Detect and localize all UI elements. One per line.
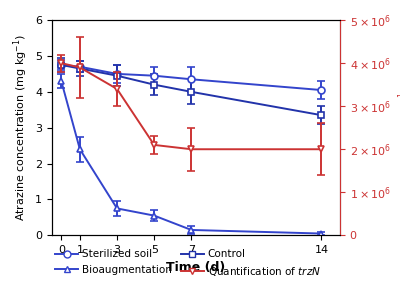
X-axis label: Time (d): Time (d) [166, 261, 226, 274]
Y-axis label: $trzN$ gene copies g$^{-1}$ dry soil: $trzN$ gene copies g$^{-1}$ dry soil [397, 47, 400, 208]
Legend: Sterilized soil, Bioaugmentation, Control, Quantification of $trzN$: Sterilized soil, Bioaugmentation, Contro… [51, 245, 325, 282]
Y-axis label: Atrazine concentration (mg kg$^{-1}$): Atrazine concentration (mg kg$^{-1}$) [11, 34, 30, 221]
